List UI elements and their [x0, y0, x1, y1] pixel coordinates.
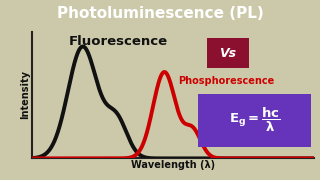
Text: $\mathbf{E_g = \dfrac{hc}{\lambda}}$: $\mathbf{E_g = \dfrac{hc}{\lambda}}$ — [228, 106, 280, 134]
Text: Vs: Vs — [219, 47, 236, 60]
FancyBboxPatch shape — [198, 94, 311, 147]
X-axis label: Wavelength (λ): Wavelength (λ) — [131, 160, 215, 170]
Text: Phosphorescence: Phosphorescence — [179, 76, 275, 86]
Y-axis label: Intensity: Intensity — [20, 70, 31, 120]
Text: Fluorescence: Fluorescence — [68, 35, 168, 48]
Text: Photoluminescence (PL): Photoluminescence (PL) — [57, 6, 263, 21]
FancyBboxPatch shape — [207, 38, 249, 68]
